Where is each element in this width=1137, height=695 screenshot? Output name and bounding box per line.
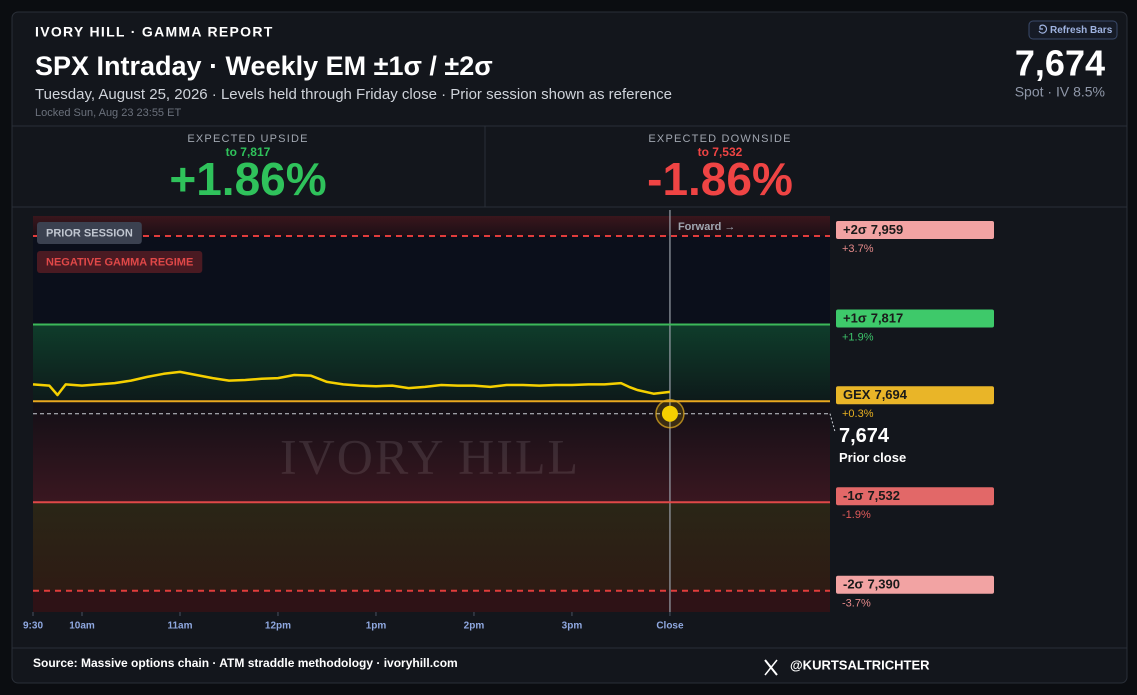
spot-ring	[655, 398, 685, 429]
level-change: -3.7%	[842, 598, 871, 610]
level-change: +0.3%	[842, 408, 874, 420]
subtitle: Tuesday, August 25, 2026 · Levels held t…	[35, 86, 672, 103]
level-tag	[836, 309, 994, 328]
prior-close-value: 7,674	[839, 425, 890, 447]
watermark: IVORY HILL	[280, 428, 580, 484]
x-tick-label: 9:30	[23, 621, 43, 632]
card-target: to 7,817	[226, 145, 271, 159]
level-value: 7,959	[871, 222, 904, 237]
x-logo	[764, 659, 778, 676]
refresh-icon[interactable]	[1038, 24, 1048, 34]
price-line	[32, 370, 671, 397]
refresh-label[interactable]: Refresh Bars	[1050, 25, 1113, 36]
x-tick-label: 1pm	[366, 621, 387, 632]
level-name: +2σ	[843, 222, 867, 237]
spot-note: Spot · IV 8.5%	[1015, 84, 1105, 100]
level-value: 7,390	[867, 577, 900, 592]
x-tick-label: 2pm	[464, 621, 485, 632]
x-tick-label: 3pm	[562, 621, 583, 632]
prior-close-connector	[829, 413, 836, 432]
badge-label: NEGATIVE GAMMA REGIME	[46, 256, 193, 268]
card-label: EXPECTED UPSIDE	[187, 133, 308, 145]
brand: IVORY HILL · GAMMA REPORT	[35, 24, 274, 40]
badge-label: PRIOR SESSION	[46, 227, 133, 239]
forward-label: Forward →	[678, 221, 735, 233]
level-change: -1.9%	[842, 509, 871, 521]
level-value: 7,694	[874, 387, 907, 402]
source: Source: Massive options chain · ATM stra…	[33, 656, 458, 670]
level-name: +1σ	[843, 310, 867, 325]
card-label: EXPECTED DOWNSIDE	[648, 133, 791, 145]
level-value: 7,817	[871, 310, 904, 325]
prior-close-label: Prior close	[839, 450, 906, 465]
level-name: GEX	[843, 387, 871, 402]
spot-dot	[661, 405, 678, 422]
card-change: -1.86%	[647, 153, 793, 205]
zone	[33, 324, 830, 402]
level-tag	[836, 220, 994, 239]
level-change: +3.7%	[842, 243, 874, 255]
level-name: -1σ	[843, 488, 864, 503]
x-tick-label: 11am	[167, 621, 192, 632]
zone	[33, 401, 830, 503]
zone	[33, 216, 830, 236]
level-value: 7,532	[867, 488, 900, 503]
locked-note: Locked Sun, Aug 23 23:55 ET	[35, 107, 181, 119]
badge	[37, 251, 203, 273]
level-tag	[836, 386, 994, 405]
badge	[37, 222, 142, 244]
x-tick-label: Close	[656, 621, 684, 632]
card-target: to 7,532	[698, 145, 743, 159]
card-change: +1.86%	[169, 153, 326, 205]
x-tick-label: 12pm	[265, 621, 291, 632]
level-name: -2σ	[843, 577, 864, 592]
refresh-frame[interactable]	[1028, 20, 1118, 40]
zone	[33, 235, 830, 325]
spot: 7,674	[1015, 43, 1105, 84]
title: SPX Intraday · Weekly EM ±1σ / ±2σ	[35, 51, 493, 81]
zone	[33, 502, 830, 591]
x-tick-label: 10am	[69, 621, 95, 632]
x-logo-stroke	[764, 659, 778, 676]
level-change: +1.9%	[842, 331, 874, 343]
refresh-button[interactable]: Refresh Bars	[1028, 20, 1118, 40]
level-tag	[836, 575, 994, 594]
zone	[33, 590, 830, 612]
handle: @KURTSALTRICHTER	[790, 657, 930, 672]
level-tag	[836, 487, 994, 506]
